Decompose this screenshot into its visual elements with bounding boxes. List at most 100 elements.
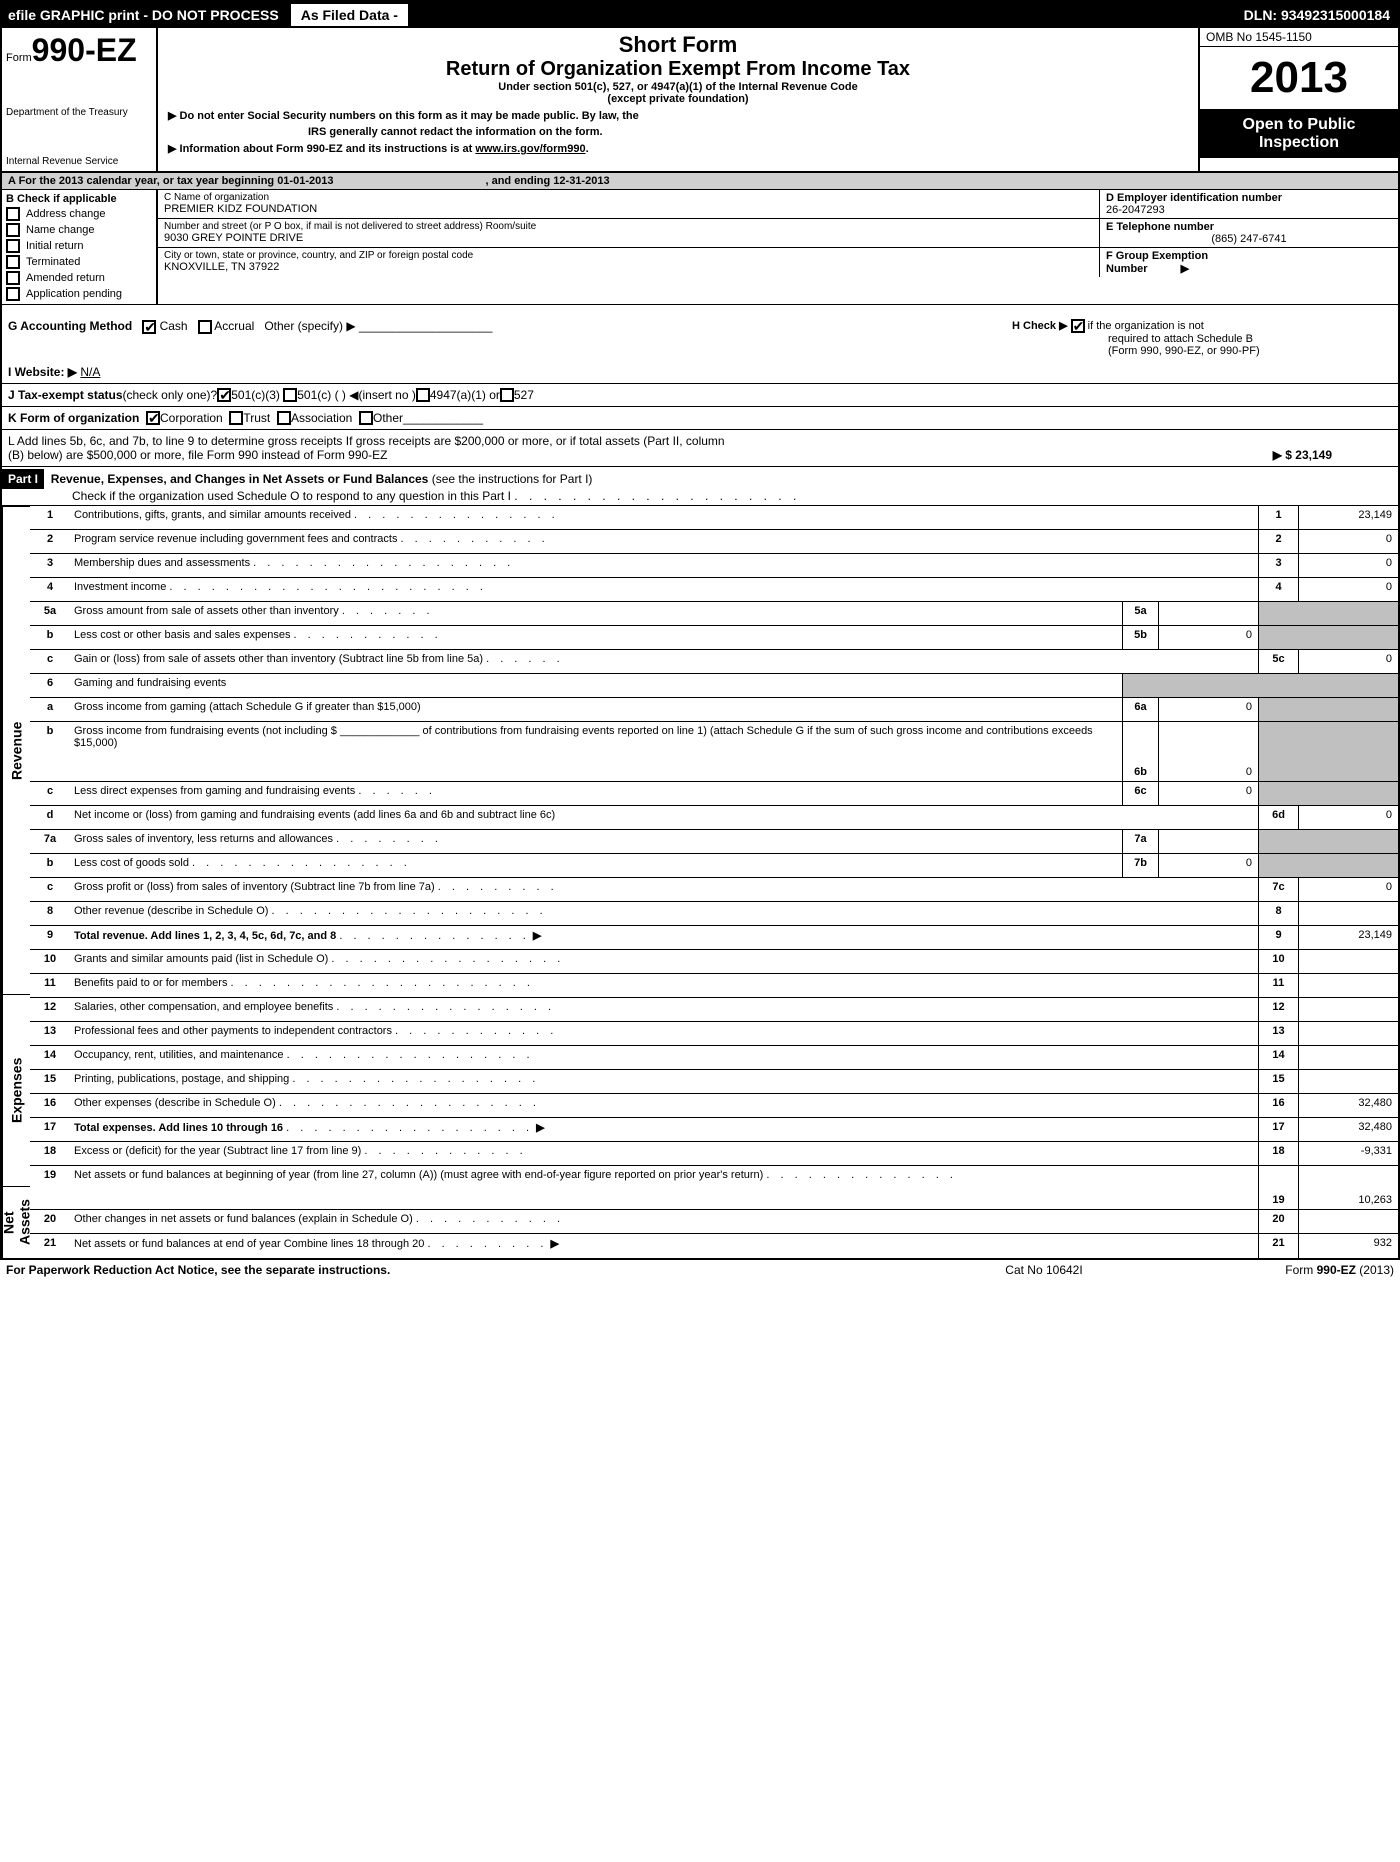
- row-15: 15Printing, publications, postage, and s…: [30, 1070, 1398, 1094]
- chk-terminated: Terminated: [6, 254, 152, 270]
- row-17: 17Total expenses. Add lines 10 through 1…: [30, 1118, 1398, 1142]
- form-header-left: Form990-EZ Department of the Treasury In…: [2, 28, 158, 171]
- col-d-ein: D Employer identification number 26-2047…: [1100, 190, 1398, 219]
- checkbox-trust[interactable]: [229, 411, 243, 425]
- row-4: 4Investment income . . . . . . . . . . .…: [30, 578, 1398, 602]
- checkbox-corp[interactable]: [146, 411, 160, 425]
- col-d-phone: E Telephone number (865) 247-6741: [1100, 219, 1398, 248]
- checkbox-icon[interactable]: [6, 255, 20, 269]
- row-6c: cLess direct expenses from gaming and fu…: [30, 782, 1398, 806]
- row-19: 19Net assets or fund balances at beginni…: [30, 1166, 1398, 1210]
- row-14: 14Occupancy, rent, utilities, and mainte…: [30, 1046, 1398, 1070]
- col-c-name: C Name of organization PREMIER KIDZ FOUN…: [158, 190, 1100, 219]
- open-inspection: Open to Public Inspection: [1200, 110, 1398, 158]
- checkbox-cash[interactable]: [142, 320, 156, 334]
- row-10: 10Grants and similar amounts paid (list …: [30, 950, 1398, 974]
- checkbox-icon[interactable]: [6, 223, 20, 237]
- checkbox-other[interactable]: [359, 411, 373, 425]
- row-11: 11Benefits paid to or for members . . . …: [30, 974, 1398, 998]
- main-table: Revenue Expenses Net Assets 1Contributio…: [2, 506, 1398, 1258]
- row-5c: cGain or (loss) from sale of assets othe…: [30, 650, 1398, 674]
- col-b-head: B Check if applicable: [6, 192, 152, 206]
- col-c-city: City or town, state or province, country…: [158, 248, 1100, 277]
- line-k: K Form of organization Corporation Trust…: [2, 407, 1398, 430]
- footer-center: Cat No 10642I: [894, 1263, 1194, 1277]
- warn-line2: ▶ Information about Form 990-EZ and its …: [168, 142, 1188, 155]
- footer-left: For Paperwork Reduction Act Notice, see …: [6, 1263, 894, 1277]
- row-9: 9Total revenue. Add lines 1, 2, 3, 4, 5c…: [30, 926, 1398, 950]
- irs-link[interactable]: www.irs.gov/form990: [475, 143, 585, 155]
- col-c-street: Number and street (or P O box, if mail i…: [158, 219, 1100, 248]
- row-6a: aGross income from gaming (attach Schedu…: [30, 698, 1398, 722]
- form-header-center: Short Form Return of Organization Exempt…: [158, 28, 1198, 171]
- return-title: Return of Organization Exempt From Incom…: [168, 58, 1188, 81]
- short-form-title: Short Form: [168, 32, 1188, 58]
- except-foundation: (except private foundation): [168, 93, 1188, 105]
- col-cd: C Name of organization PREMIER KIDZ FOUN…: [158, 190, 1398, 304]
- form-number-big: 990-EZ: [32, 32, 137, 68]
- side-revenue: Revenue: [2, 506, 30, 994]
- line-g-h: G Accounting Method Cash Accrual Other (…: [2, 305, 1398, 361]
- side-labels: Revenue Expenses Net Assets: [2, 506, 30, 1258]
- tax-year: 2013: [1200, 47, 1398, 110]
- col-d-group: F Group Exemption Number ▶: [1100, 248, 1398, 277]
- dln-label: DLN: 93492315000184: [1236, 7, 1398, 23]
- chk-pending: Application pending: [6, 286, 152, 302]
- checkbox-accrual[interactable]: [198, 320, 212, 334]
- checkbox-schedule-b[interactable]: [1071, 319, 1085, 333]
- dept-line1: Department of the Treasury: [6, 107, 152, 118]
- line-i: I Website: ▶ N/A: [2, 361, 1398, 384]
- table-rows: 1Contributions, gifts, grants, and simil…: [30, 506, 1398, 1258]
- line-j: J Tax-exempt status(check only one)? 501…: [2, 384, 1398, 407]
- row-16: 16Other expenses (describe in Schedule O…: [30, 1094, 1398, 1118]
- row-21: 21Net assets or fund balances at end of …: [30, 1234, 1398, 1258]
- row-5a: 5aGross amount from sale of assets other…: [30, 602, 1398, 626]
- checkbox-501c[interactable]: [283, 388, 297, 402]
- row-6: 6Gaming and fundraising events: [30, 674, 1398, 698]
- efile-label: efile GRAPHIC print - DO NOT PROCESS: [2, 7, 285, 23]
- chk-amended: Amended return: [6, 270, 152, 286]
- part-i-header: Part I Revenue, Expenses, and Changes in…: [2, 467, 1398, 506]
- side-expenses: Expenses: [2, 994, 30, 1186]
- row-12: 12Salaries, other compensation, and empl…: [30, 998, 1398, 1022]
- line-h: H Check ▶ if the organization is not req…: [1012, 319, 1392, 357]
- line-l: L Add lines 5b, 6c, and 7b, to line 9 to…: [2, 430, 1398, 467]
- checkbox-527[interactable]: [500, 388, 514, 402]
- row-6d: dNet income or (loss) from gaming and fu…: [30, 806, 1398, 830]
- checkbox-icon[interactable]: [6, 207, 20, 221]
- chk-initial-return: Initial return: [6, 238, 152, 254]
- row-7c: cGross profit or (loss) from sales of in…: [30, 878, 1398, 902]
- part-i-tag: Part I: [2, 469, 44, 489]
- checkbox-icon[interactable]: [6, 287, 20, 301]
- line-a-text2: , and ending 12-31-2013: [479, 173, 615, 189]
- footer-right: Form 990-EZ (2013): [1194, 1263, 1394, 1277]
- checkbox-assoc[interactable]: [277, 411, 291, 425]
- side-netassets: Net Assets: [2, 1186, 30, 1258]
- form-prefix: Form: [6, 52, 32, 64]
- form-page: efile GRAPHIC print - DO NOT PROCESS As …: [0, 0, 1400, 1260]
- row-18: 18Excess or (deficit) for the year (Subt…: [30, 1142, 1398, 1166]
- row-3: 3Membership dues and assessments . . . .…: [30, 554, 1398, 578]
- line-g-label: G Accounting Method: [8, 319, 132, 333]
- line-a: A For the 2013 calendar year, or tax yea…: [2, 173, 1398, 190]
- row-8: 8Other revenue (describe in Schedule O) …: [30, 902, 1398, 926]
- row-2: 2Program service revenue including gover…: [30, 530, 1398, 554]
- form-number: Form990-EZ: [6, 32, 152, 69]
- checkbox-icon[interactable]: [6, 271, 20, 285]
- row-7b: bLess cost of goods sold . . . . . . . .…: [30, 854, 1398, 878]
- checkbox-4947[interactable]: [416, 388, 430, 402]
- form-header: Form990-EZ Department of the Treasury In…: [2, 28, 1398, 173]
- top-bar: efile GRAPHIC print - DO NOT PROCESS As …: [2, 2, 1398, 28]
- row-1: 1Contributions, gifts, grants, and simil…: [30, 506, 1398, 530]
- row-6b: bGross income from fundraising events (n…: [30, 722, 1398, 782]
- checkbox-icon[interactable]: [6, 239, 20, 253]
- under-section: Under section 501(c), 527, or 4947(a)(1)…: [168, 81, 1188, 93]
- bcd-block: B Check if applicable Address change Nam…: [2, 190, 1398, 305]
- row-7a: 7aGross sales of inventory, less returns…: [30, 830, 1398, 854]
- col-b: B Check if applicable Address change Nam…: [2, 190, 158, 304]
- page-footer: For Paperwork Reduction Act Notice, see …: [0, 1260, 1400, 1280]
- chk-name-change: Name change: [6, 222, 152, 238]
- line-a-text1: A For the 2013 calendar year, or tax yea…: [2, 173, 339, 189]
- dept-line2: Internal Revenue Service: [6, 156, 152, 167]
- checkbox-501c3[interactable]: [217, 388, 231, 402]
